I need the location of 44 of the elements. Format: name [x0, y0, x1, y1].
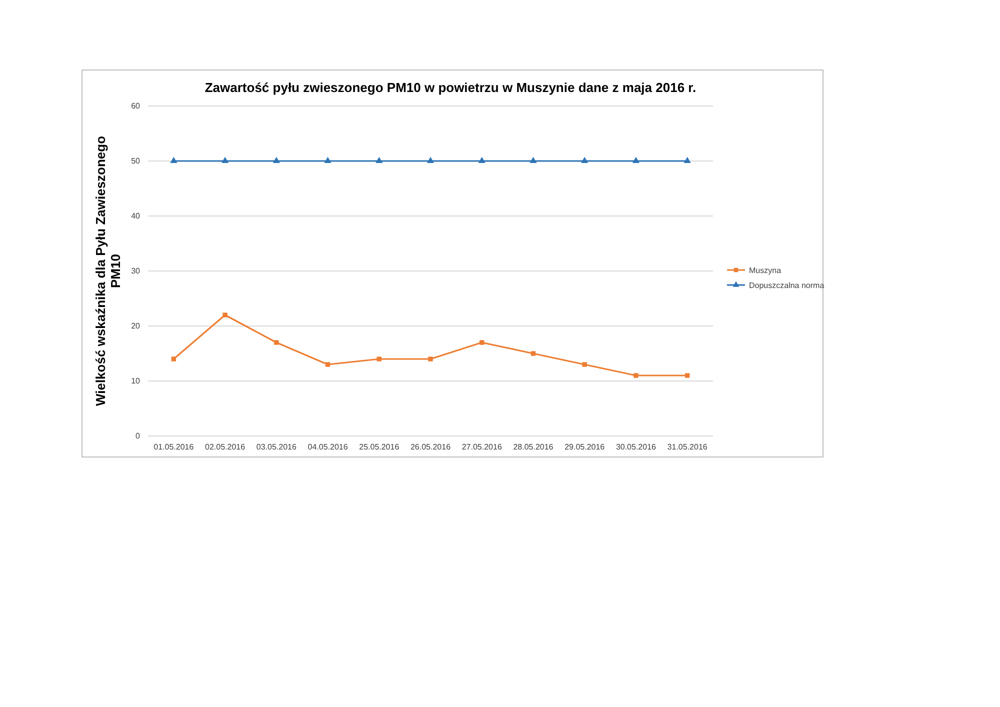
x-tick-label: 30.05.2016	[616, 442, 657, 452]
y-tick-label: 20	[131, 322, 141, 331]
y-tick-label: 10	[131, 376, 141, 386]
point	[222, 312, 228, 318]
point	[428, 356, 433, 362]
x-tick-label: 01.05.2016	[154, 442, 194, 452]
point	[274, 340, 279, 345]
x-tick-label: 28.05.2016	[513, 442, 554, 452]
point	[530, 351, 536, 356]
point	[170, 156, 178, 164]
point	[426, 156, 434, 164]
point	[582, 362, 587, 367]
y-tick-label: 40	[131, 212, 141, 221]
x-tick-label: 27.05.2016	[462, 442, 502, 452]
point	[376, 356, 382, 362]
point	[581, 156, 588, 164]
y-tick-label: 30	[131, 266, 141, 276]
y-tick-label: 0	[136, 432, 141, 441]
legend-label: Dopuszczalna norma	[749, 281, 825, 290]
x-tick-label: 29.05.2016	[564, 442, 606, 452]
point	[221, 156, 229, 164]
x-tick-label: 26.05.2016	[410, 442, 452, 452]
x-tick-label: 03.05.2016	[256, 442, 297, 452]
x-tick-label: 31.05.2016	[667, 442, 708, 452]
x-tick-label: 02.05.2016	[205, 442, 246, 452]
point	[684, 373, 690, 378]
x-tick-label: 25.05.2016	[359, 442, 400, 452]
point	[376, 156, 383, 164]
point	[480, 340, 484, 345]
y-tick-label: 50	[131, 156, 141, 166]
point	[272, 156, 280, 164]
point	[632, 156, 640, 164]
point	[324, 156, 332, 164]
point	[530, 156, 537, 164]
point	[171, 356, 176, 362]
point	[478, 156, 486, 164]
point	[634, 373, 638, 378]
point	[684, 156, 691, 164]
x-tick-label: 04.05.2016	[308, 442, 348, 452]
y-axis-title: Wielkość wskaźnika dla Pyłu Zawieszonego PM10	[93, 136, 123, 406]
point	[325, 362, 330, 367]
legend-label: Muszyna	[749, 266, 782, 275]
y-tick-label: 60	[131, 102, 141, 111]
chart-title: Zawartość pyłu zwieszonego PM10 w powietrzu w Muszynie dane z maja 2016 r.	[204, 80, 696, 95]
